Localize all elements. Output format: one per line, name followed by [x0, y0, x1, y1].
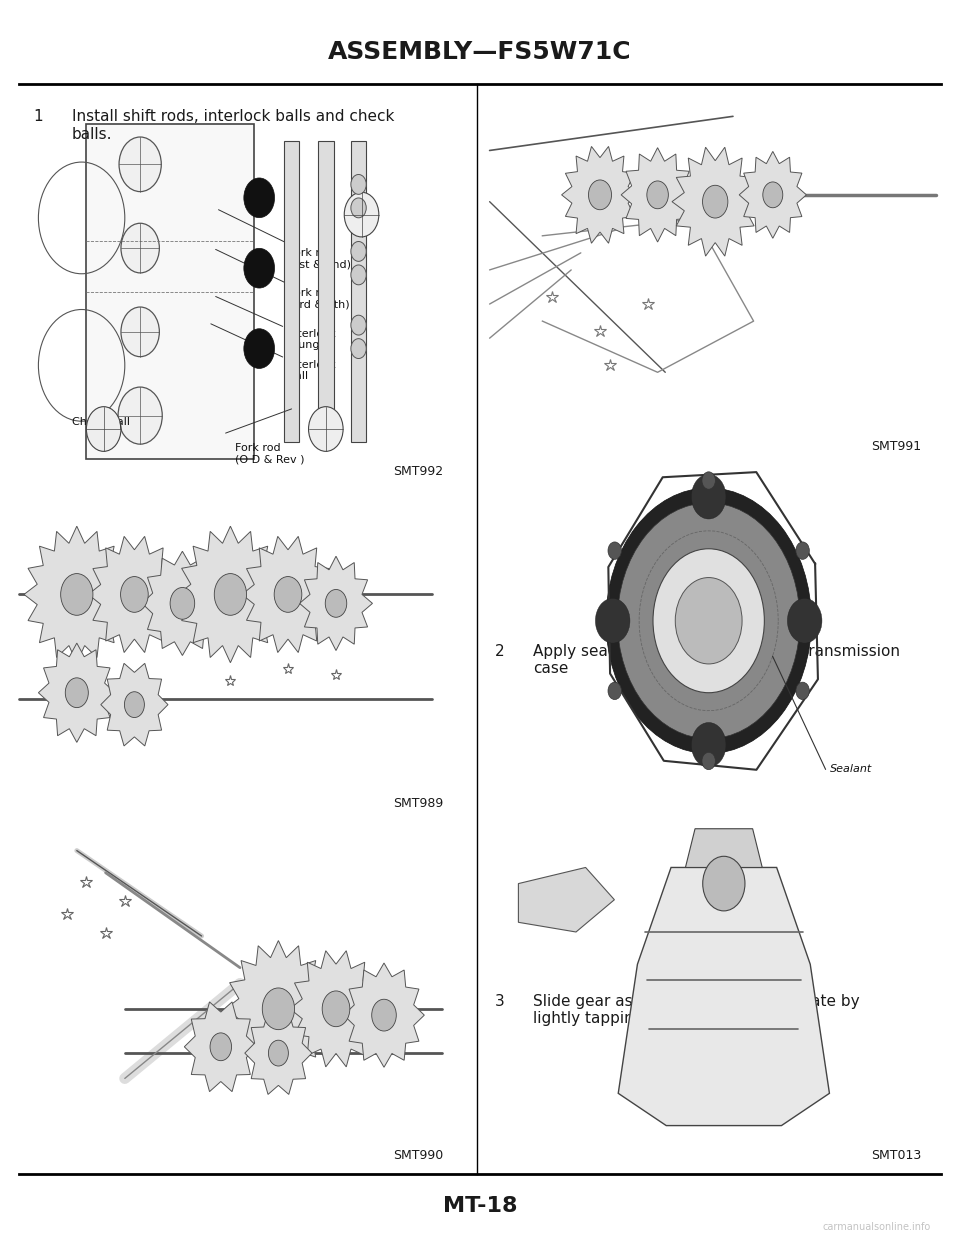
Polygon shape: [184, 1001, 257, 1092]
Polygon shape: [245, 1011, 312, 1095]
Text: Slide gear assembly onto adapter plate by
lightly tapping with a soft hammer.: Slide gear assembly onto adapter plate b…: [533, 994, 859, 1026]
Circle shape: [275, 577, 301, 612]
Circle shape: [702, 472, 715, 489]
Circle shape: [588, 180, 612, 210]
Circle shape: [372, 999, 396, 1031]
Circle shape: [121, 307, 159, 356]
Polygon shape: [38, 643, 115, 742]
Circle shape: [125, 691, 144, 717]
Polygon shape: [562, 146, 638, 243]
Circle shape: [617, 503, 800, 738]
Circle shape: [351, 175, 367, 195]
Circle shape: [351, 339, 367, 359]
Circle shape: [86, 407, 121, 452]
Text: Sealant: Sealant: [830, 764, 873, 774]
Polygon shape: [142, 551, 223, 655]
Polygon shape: [88, 536, 180, 653]
Bar: [284, 141, 300, 443]
Polygon shape: [24, 526, 130, 663]
Text: SMT991: SMT991: [872, 441, 922, 453]
Polygon shape: [685, 829, 762, 867]
Bar: [86, 124, 254, 459]
Text: SMT990: SMT990: [394, 1149, 444, 1162]
Text: carmanualsonline.info: carmanualsonline.info: [823, 1222, 931, 1232]
Polygon shape: [290, 951, 382, 1067]
Circle shape: [703, 856, 745, 911]
Circle shape: [691, 474, 726, 519]
Circle shape: [351, 266, 367, 285]
Circle shape: [244, 248, 275, 288]
Text: 2: 2: [494, 644, 504, 659]
Polygon shape: [739, 151, 806, 238]
Text: MT-18: MT-18: [443, 1196, 517, 1216]
Circle shape: [351, 197, 367, 218]
Circle shape: [796, 542, 809, 560]
Text: 3: 3: [494, 994, 504, 1009]
Text: Apply sealant to mating surface of transmission
case: Apply sealant to mating surface of trans…: [533, 644, 900, 676]
Polygon shape: [518, 867, 614, 932]
Circle shape: [308, 407, 343, 452]
Circle shape: [262, 988, 295, 1030]
Circle shape: [323, 990, 349, 1026]
Text: Check ball: Check ball: [72, 417, 130, 427]
Circle shape: [118, 387, 162, 444]
Circle shape: [796, 683, 809, 700]
Text: Install shift rods, interlock balls and check
balls.: Install shift rods, interlock balls and …: [72, 109, 395, 141]
Circle shape: [214, 573, 247, 616]
Circle shape: [595, 598, 630, 643]
Circle shape: [121, 223, 159, 273]
Circle shape: [351, 315, 367, 335]
Circle shape: [702, 752, 715, 769]
Text: SMT992: SMT992: [394, 465, 444, 478]
Circle shape: [244, 329, 275, 369]
Circle shape: [60, 573, 93, 616]
Circle shape: [351, 242, 367, 262]
Text: Fork rod
(3rd & 4th): Fork rod (3rd & 4th): [216, 249, 349, 309]
Circle shape: [269, 1040, 288, 1066]
Circle shape: [647, 181, 668, 208]
Polygon shape: [621, 148, 694, 242]
Circle shape: [703, 185, 728, 218]
Text: SMT989: SMT989: [394, 798, 444, 810]
Circle shape: [170, 587, 195, 619]
Polygon shape: [672, 148, 758, 256]
Circle shape: [691, 722, 726, 767]
Bar: [318, 141, 333, 443]
Polygon shape: [226, 941, 331, 1077]
Text: Fork rod
(O D & Rev ): Fork rod (O D & Rev ): [235, 443, 304, 464]
Circle shape: [653, 549, 764, 692]
Text: 1: 1: [34, 109, 43, 124]
Polygon shape: [242, 536, 334, 653]
Circle shape: [65, 678, 88, 707]
Text: SMT013: SMT013: [872, 1149, 922, 1162]
Bar: [351, 141, 367, 443]
Circle shape: [345, 192, 379, 237]
Circle shape: [675, 577, 742, 664]
Polygon shape: [300, 556, 372, 650]
Circle shape: [606, 488, 811, 753]
Text: Fork rod
(1st & 2nd): Fork rod (1st & 2nd): [219, 210, 351, 269]
Polygon shape: [101, 664, 168, 746]
Text: Interlock
plunger: Interlock plunger: [216, 297, 337, 350]
Polygon shape: [618, 867, 829, 1126]
Circle shape: [787, 598, 822, 643]
Polygon shape: [344, 963, 424, 1067]
Circle shape: [608, 683, 621, 700]
Circle shape: [119, 137, 161, 191]
Circle shape: [121, 577, 148, 612]
Circle shape: [763, 182, 782, 207]
Circle shape: [608, 542, 621, 560]
Circle shape: [210, 1033, 231, 1061]
Text: Interlock
ball: Interlock ball: [211, 324, 337, 381]
Circle shape: [244, 177, 275, 217]
Circle shape: [325, 589, 347, 617]
Text: ASSEMBLY—FS5W71C: ASSEMBLY—FS5W71C: [328, 40, 632, 63]
Polygon shape: [178, 526, 283, 663]
